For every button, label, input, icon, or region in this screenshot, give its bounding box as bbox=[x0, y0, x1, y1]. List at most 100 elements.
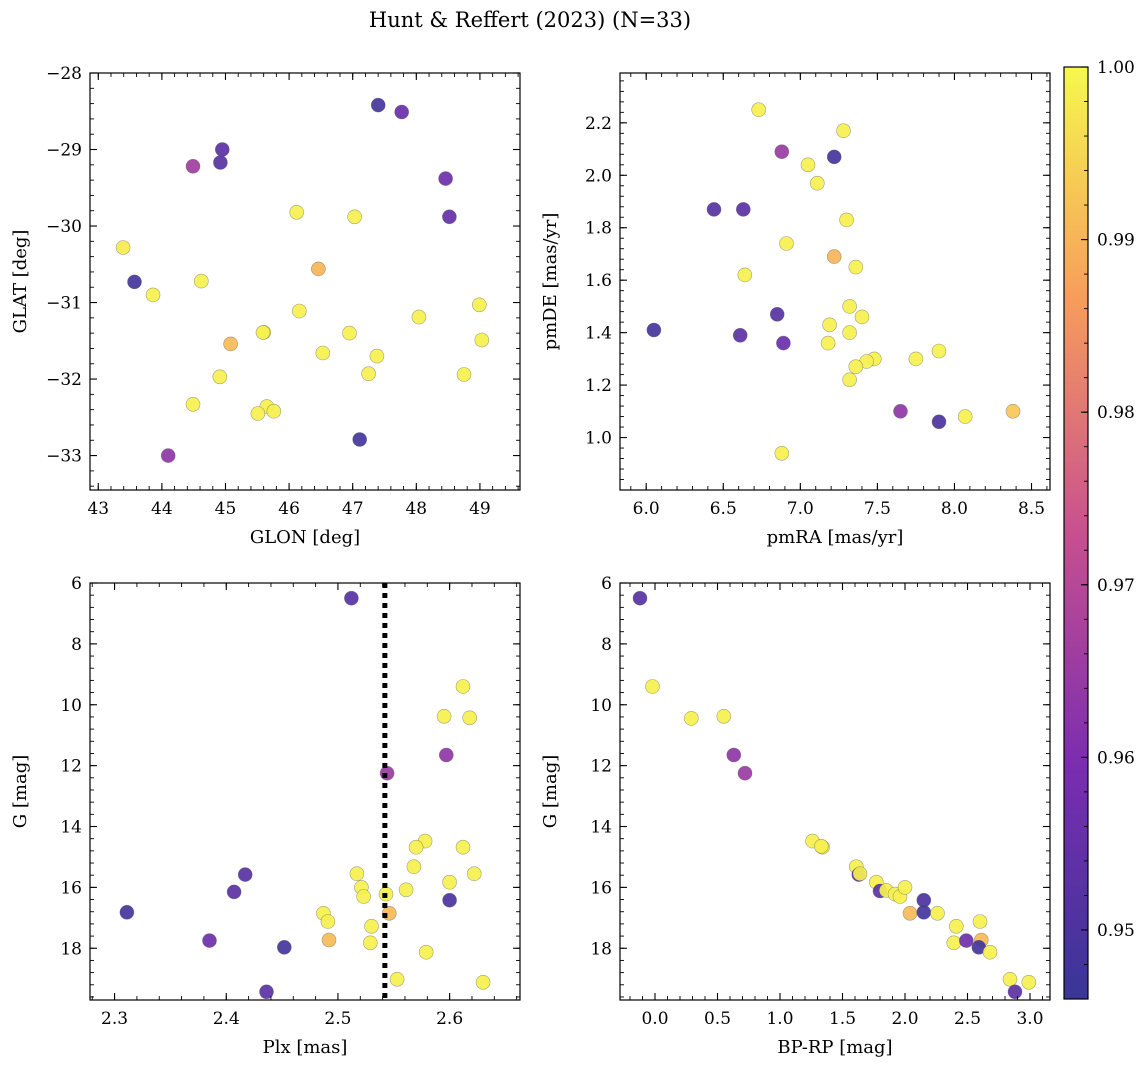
data-point bbox=[848, 359, 864, 375]
x-tick-label: 6.5 bbox=[710, 499, 737, 519]
data-point bbox=[352, 432, 368, 447]
x-axis-label: GLON [deg] bbox=[250, 527, 360, 548]
data-point bbox=[436, 708, 452, 724]
data-point bbox=[455, 679, 471, 694]
y-tick-label: −33 bbox=[46, 447, 82, 467]
x-axis-label: pmRA [mas/yr] bbox=[767, 527, 904, 548]
data-point bbox=[466, 866, 482, 882]
data-point bbox=[776, 335, 791, 351]
data-point bbox=[982, 944, 998, 960]
data-point bbox=[398, 882, 414, 898]
x-tick-label: 7.0 bbox=[787, 499, 814, 519]
data-point bbox=[737, 765, 753, 781]
x-tick-label: 46 bbox=[278, 499, 300, 519]
data-point bbox=[315, 345, 331, 361]
data-point bbox=[389, 971, 405, 987]
data-point bbox=[826, 249, 842, 264]
data-point bbox=[202, 933, 217, 948]
data-point bbox=[442, 892, 457, 908]
data-point bbox=[266, 403, 282, 419]
data-point bbox=[809, 175, 825, 191]
data-point bbox=[646, 322, 662, 338]
x-tick-label: 7.5 bbox=[864, 499, 891, 519]
y-tick-label: 1.8 bbox=[585, 219, 612, 239]
data-point bbox=[820, 335, 836, 351]
x-tick-label: 8.5 bbox=[1018, 499, 1045, 519]
data-point bbox=[456, 367, 472, 382]
data-point bbox=[769, 306, 785, 322]
colorbar-tick-label: 0.97 bbox=[1097, 576, 1135, 596]
data-point bbox=[800, 157, 816, 173]
data-point bbox=[1002, 971, 1018, 987]
colorbar-tick-label: 0.98 bbox=[1097, 403, 1135, 423]
data-point bbox=[442, 209, 457, 225]
colorbar-tick-label: 0.96 bbox=[1097, 748, 1135, 768]
x-tick-label: 43 bbox=[87, 499, 109, 519]
y-tick-label: −30 bbox=[46, 217, 82, 237]
x-tick-label: 47 bbox=[342, 499, 364, 519]
data-point bbox=[475, 974, 491, 990]
y-axis-label: pmDE [mas/yr] bbox=[540, 213, 561, 351]
data-point bbox=[185, 396, 201, 412]
scatter-panel-2: 6.0 6.5 7.0 7.5 8.0 8.5 1.0 1.2 1.4 1.6 1.8 2.0 2.2 p… bbox=[540, 72, 1051, 548]
colorbar-tick-label: 0.99 bbox=[1097, 231, 1135, 251]
data-point bbox=[127, 274, 142, 290]
data-point bbox=[119, 904, 135, 920]
data-point bbox=[370, 97, 386, 113]
y-tick-label: 6 bbox=[601, 574, 612, 594]
y-tick-label: 14 bbox=[590, 818, 612, 838]
data-point bbox=[842, 372, 857, 388]
scatter-panel-4: 0.0 0.5 1.0 1.5 2.0 2.5 3.0 6 8 10 12 14 16 18 BP-RP [… bbox=[540, 574, 1051, 1058]
x-tick-label: 2.0 bbox=[891, 1009, 918, 1029]
axes-frame bbox=[89, 72, 521, 491]
data-point bbox=[972, 914, 988, 929]
data-point bbox=[1005, 403, 1021, 419]
data-point bbox=[1007, 984, 1023, 1000]
y-tick-label: −31 bbox=[46, 294, 82, 314]
data-point bbox=[356, 889, 371, 904]
x-axis-label: BP-RP [mag] bbox=[777, 1037, 892, 1058]
y-tick-label: 14 bbox=[60, 818, 82, 838]
y-tick-label: 1.4 bbox=[585, 324, 612, 344]
y-tick-label: 1.2 bbox=[585, 376, 612, 396]
data-point bbox=[185, 159, 201, 174]
x-tick-label: 1.5 bbox=[829, 1009, 856, 1029]
y-axis-label: GLAT [deg] bbox=[10, 230, 31, 334]
data-point bbox=[751, 102, 767, 117]
x-tick-label: 2.5 bbox=[324, 1009, 351, 1029]
colorbar-frame bbox=[1063, 66, 1089, 1000]
y-tick-label: 8 bbox=[601, 635, 612, 655]
figure-title: Hunt & Reffert (2023) (N=33) bbox=[369, 8, 691, 32]
data-point bbox=[212, 369, 228, 385]
y-tick-label: −29 bbox=[46, 141, 82, 161]
data-point bbox=[342, 325, 357, 341]
data-point bbox=[842, 325, 857, 340]
data-point bbox=[632, 590, 648, 606]
data-point bbox=[364, 918, 379, 934]
data-point bbox=[349, 866, 365, 882]
axes-frame bbox=[619, 582, 1051, 1001]
data-point bbox=[311, 261, 326, 277]
colorbar-tick-label: 1.00 bbox=[1097, 58, 1135, 78]
x-tick-label: 2.4 bbox=[213, 1009, 240, 1029]
y-tick-label: 1.6 bbox=[585, 271, 612, 291]
data-point bbox=[237, 867, 253, 882]
data-point bbox=[839, 212, 854, 228]
x-tick-label: 45 bbox=[215, 499, 237, 519]
data-point bbox=[732, 327, 748, 343]
data-point bbox=[320, 914, 336, 929]
data-point bbox=[854, 309, 870, 325]
data-point bbox=[408, 839, 424, 855]
data-point bbox=[361, 366, 376, 382]
data-point bbox=[250, 406, 266, 421]
data-point bbox=[1021, 974, 1037, 990]
x-tick-label: 1.0 bbox=[766, 1009, 793, 1029]
data-point bbox=[321, 932, 337, 948]
data-point bbox=[848, 259, 864, 275]
data-point bbox=[893, 403, 908, 419]
data-point bbox=[908, 351, 924, 367]
data-point bbox=[645, 679, 660, 694]
y-tick-label: 16 bbox=[590, 878, 612, 898]
colorbar-tick-label: 0.95 bbox=[1097, 921, 1135, 941]
